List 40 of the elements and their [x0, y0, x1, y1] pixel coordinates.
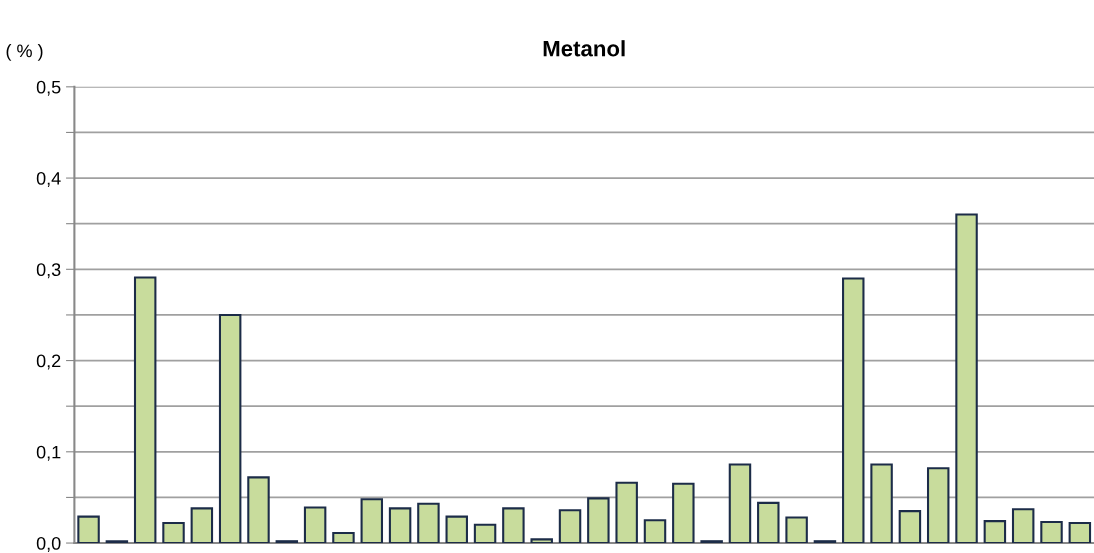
bar: [615, 481, 638, 544]
bar: [133, 276, 157, 544]
bar: [388, 507, 412, 544]
bar: [445, 515, 468, 544]
bar: [926, 467, 950, 544]
bar: [983, 520, 1007, 544]
bar: [502, 507, 525, 544]
y-tick-label: 0,5: [36, 80, 61, 96]
bar: [190, 507, 214, 544]
bar: [643, 519, 667, 544]
y-tick-label: 0,4: [36, 172, 61, 187]
bar: [955, 213, 978, 544]
bar: [218, 313, 242, 544]
bar: [77, 515, 100, 544]
bar: [247, 476, 270, 544]
bar: [757, 501, 780, 544]
bar: [162, 521, 185, 544]
bar: [473, 523, 497, 544]
chart-title: Metanol: [543, 40, 625, 57]
bar: [1068, 521, 1092, 544]
y-tick-label: 0,2: [36, 354, 61, 370]
bar: [842, 277, 865, 544]
bar: [417, 502, 440, 544]
bar: [530, 538, 553, 544]
bar: [360, 498, 384, 544]
bar: [558, 509, 582, 544]
bar: [898, 510, 922, 544]
bar: [870, 463, 893, 544]
bar: [1011, 508, 1035, 544]
bar: [1040, 521, 1063, 544]
y-tick-label: 0,0: [36, 536, 61, 552]
bar: [728, 463, 752, 544]
bar: [587, 497, 610, 544]
y-axis-title: ( % ): [6, 44, 43, 61]
bar: [303, 506, 327, 544]
bar: [332, 531, 355, 544]
bar: [785, 516, 808, 544]
bar: [672, 482, 695, 544]
y-tick-label: 0,3: [36, 263, 61, 279]
y-tick-label: 0,1: [36, 445, 61, 461]
